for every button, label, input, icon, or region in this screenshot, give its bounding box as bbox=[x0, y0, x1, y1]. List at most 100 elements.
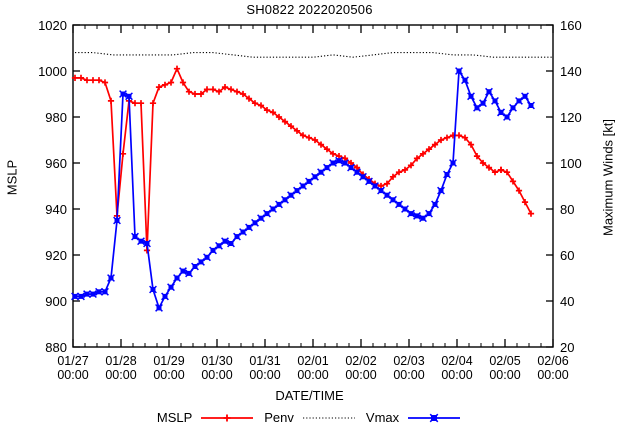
x-axis-label: DATE/TIME bbox=[275, 388, 344, 403]
series-marker-cross bbox=[407, 209, 415, 218]
series-marker-plus bbox=[137, 100, 145, 107]
legend-swatch-penv bbox=[302, 416, 355, 419]
y-tick-label-right: 60 bbox=[560, 248, 574, 263]
series-marker-plus bbox=[305, 134, 313, 141]
series-marker-cross bbox=[77, 292, 85, 301]
series-marker-cross bbox=[341, 159, 349, 167]
series-marker-cross bbox=[401, 205, 409, 213]
series-marker-cross bbox=[311, 172, 319, 181]
series-marker-cross bbox=[263, 209, 271, 218]
series-line-penv bbox=[75, 52, 553, 58]
series-marker-plus bbox=[509, 178, 517, 185]
series-marker-cross bbox=[251, 218, 259, 227]
series-marker-cross bbox=[497, 108, 505, 117]
series-marker-plus bbox=[383, 180, 391, 187]
series-marker-plus bbox=[503, 169, 511, 176]
legend-swatch-mslp bbox=[201, 414, 254, 421]
data-series-group bbox=[71, 52, 553, 312]
x-tick-label-time: 00:00 bbox=[105, 368, 136, 382]
series-marker-cross bbox=[161, 292, 169, 301]
series-marker-plus bbox=[329, 150, 337, 157]
series-marker-plus bbox=[215, 88, 223, 95]
x-tick-label-time: 00:00 bbox=[393, 368, 424, 382]
y-tick-label-right: 20 bbox=[560, 340, 574, 355]
series-marker-plus bbox=[317, 141, 325, 148]
x-tick-label-date: 02/04 bbox=[441, 354, 472, 368]
y-tick-label-right: 40 bbox=[560, 294, 574, 309]
series-marker-cross bbox=[437, 186, 445, 195]
series-marker-cross bbox=[377, 186, 385, 195]
series-marker-cross bbox=[479, 99, 487, 108]
series-marker-plus bbox=[347, 159, 355, 167]
series-line-vmax bbox=[75, 70, 502, 309]
series-marker-plus bbox=[197, 90, 205, 98]
x-tick-label-time: 00:00 bbox=[57, 368, 88, 382]
series-marker-cross bbox=[305, 177, 313, 186]
series-marker-plus bbox=[407, 162, 415, 169]
series-marker-cross bbox=[149, 285, 157, 294]
series-marker-plus bbox=[269, 109, 277, 116]
series-marker-plus bbox=[521, 199, 529, 206]
series-marker-plus bbox=[353, 164, 361, 171]
series-marker-cross bbox=[527, 101, 535, 110]
legend-entry-vmax[interactable]: Vmax bbox=[366, 410, 462, 425]
series-marker-plus bbox=[485, 164, 493, 171]
series-marker-cross bbox=[101, 287, 109, 296]
series-marker-plus bbox=[275, 113, 283, 121]
series-marker-plus bbox=[443, 134, 451, 141]
series-marker-plus bbox=[473, 153, 481, 160]
legend-swatch-vmax bbox=[408, 413, 461, 422]
x-tick-label-date: 01/29 bbox=[153, 354, 184, 368]
series-marker-plus bbox=[323, 146, 331, 153]
series-marker-cross bbox=[395, 200, 403, 209]
series-marker-cross bbox=[509, 103, 517, 112]
legend-label-vmax: Vmax bbox=[365, 410, 400, 425]
series-marker-cross bbox=[461, 76, 469, 85]
series-marker-plus bbox=[341, 155, 349, 162]
legend-entry-penv[interactable]: Penv bbox=[264, 410, 357, 425]
series-marker-cross bbox=[425, 209, 433, 218]
legend-entry-mslp[interactable]: MSLP bbox=[157, 410, 255, 425]
series-marker-cross bbox=[365, 177, 373, 186]
y-tick-label-right: 160 bbox=[560, 18, 582, 33]
series-marker-cross bbox=[449, 159, 457, 167]
series-marker-cross bbox=[275, 200, 283, 209]
series-marker-cross bbox=[173, 274, 181, 282]
series-marker-plus bbox=[77, 74, 85, 81]
y-tick-label-left: 980 bbox=[45, 110, 67, 125]
x-tick-label-date: 02/01 bbox=[297, 354, 328, 368]
series-marker-cross bbox=[515, 96, 523, 105]
series-marker-plus bbox=[299, 132, 307, 139]
series-marker-cross bbox=[389, 195, 397, 204]
series-marker-plus bbox=[395, 169, 403, 176]
series-marker-plus bbox=[437, 136, 445, 144]
series-marker-plus bbox=[179, 79, 187, 86]
series-marker-plus bbox=[89, 77, 97, 84]
y-tick-label-left: 920 bbox=[45, 248, 67, 263]
chart-title: SH0822 2022020506 bbox=[246, 2, 373, 17]
series-marker-cross bbox=[119, 90, 127, 98]
series-marker-cross bbox=[179, 267, 187, 276]
series-marker-cross bbox=[167, 283, 175, 292]
series-marker-cross bbox=[155, 303, 163, 312]
series-marker-plus bbox=[227, 86, 235, 93]
legend-label-mslp: MSLP bbox=[156, 410, 193, 425]
series-line-vmax_continued bbox=[500, 95, 532, 118]
x-tick-label-date: 01/28 bbox=[105, 354, 136, 368]
x-tick-label-time: 00:00 bbox=[153, 368, 184, 382]
series-marker-cross bbox=[281, 195, 289, 204]
series-marker-cross bbox=[335, 156, 343, 165]
series-marker-cross bbox=[521, 92, 529, 101]
x-tick-label-date: 01/27 bbox=[57, 354, 88, 368]
series-marker-cross bbox=[137, 237, 145, 246]
x-tick-label-time: 00:00 bbox=[345, 368, 376, 382]
series-marker-cross bbox=[491, 96, 499, 105]
series-marker-plus bbox=[83, 77, 91, 84]
x-tick-label-time: 00:00 bbox=[441, 368, 472, 382]
series-marker-cross bbox=[185, 269, 193, 278]
series-marker-cross bbox=[209, 246, 217, 255]
series-marker-plus bbox=[467, 141, 475, 148]
y-tick-label-left: 1000 bbox=[38, 64, 67, 79]
x-tick-label-date: 02/03 bbox=[393, 354, 424, 368]
